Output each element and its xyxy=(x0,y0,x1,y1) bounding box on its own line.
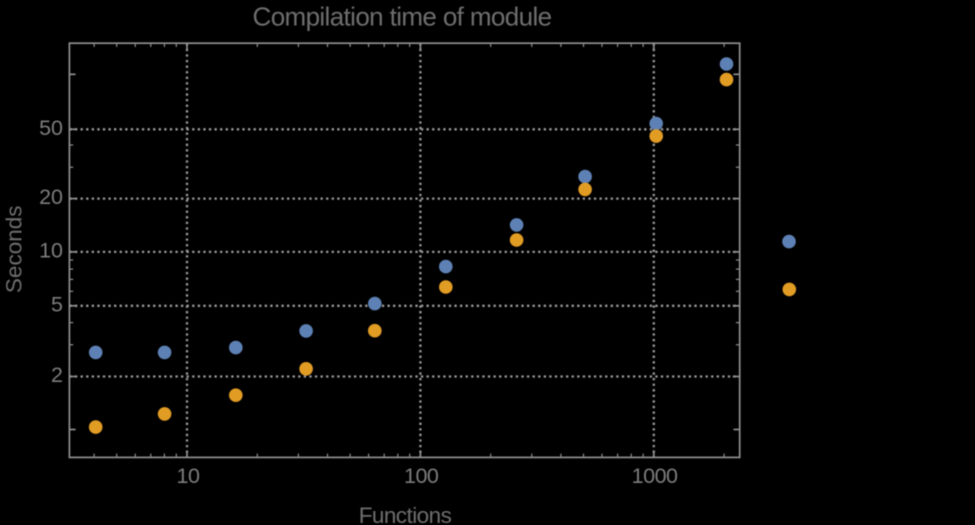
svg-text:10: 10 xyxy=(39,239,63,263)
svg-text:100: 100 xyxy=(404,464,439,488)
svg-text:Seconds: Seconds xyxy=(2,206,27,294)
svg-text:Functions: Functions xyxy=(359,503,452,525)
svg-text:10: 10 xyxy=(177,464,200,488)
svg-text:50: 50 xyxy=(39,116,63,140)
svg-text:Compilation time of module: Compilation time of module xyxy=(253,2,552,32)
svg-text:2: 2 xyxy=(51,363,63,387)
svg-text:1000: 1000 xyxy=(632,464,678,488)
svg-text:5: 5 xyxy=(51,292,63,316)
svg-text:20: 20 xyxy=(39,185,63,209)
